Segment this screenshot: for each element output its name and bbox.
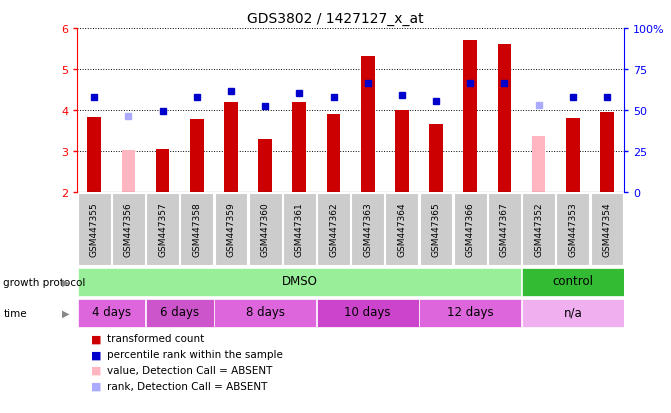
Bar bbox=[78, 194, 111, 265]
Text: GSM447358: GSM447358 bbox=[193, 202, 201, 256]
Text: 8 days: 8 days bbox=[246, 306, 285, 319]
Text: GSM447354: GSM447354 bbox=[603, 202, 611, 256]
Text: GSM447355: GSM447355 bbox=[90, 202, 99, 256]
Bar bbox=[454, 194, 486, 265]
Bar bbox=[249, 194, 282, 265]
Bar bbox=[180, 194, 213, 265]
Bar bbox=[498, 45, 511, 192]
Bar bbox=[293, 103, 306, 192]
Text: value, Detection Call = ABSENT: value, Detection Call = ABSENT bbox=[107, 365, 272, 375]
Text: 10 days: 10 days bbox=[344, 306, 391, 319]
Text: GSM447366: GSM447366 bbox=[466, 202, 474, 256]
Bar bbox=[258, 140, 272, 192]
Bar bbox=[190, 119, 203, 192]
Bar bbox=[385, 194, 418, 265]
Text: ■: ■ bbox=[91, 349, 101, 359]
Bar bbox=[156, 149, 170, 192]
Bar bbox=[419, 194, 452, 265]
Bar bbox=[395, 110, 409, 192]
Text: GSM447352: GSM447352 bbox=[534, 202, 543, 256]
Text: GSM447353: GSM447353 bbox=[568, 202, 577, 256]
Text: ▶: ▶ bbox=[62, 308, 69, 318]
Bar bbox=[488, 194, 521, 265]
Text: ■: ■ bbox=[91, 381, 101, 391]
Bar bbox=[214, 299, 316, 327]
Text: GSM447356: GSM447356 bbox=[124, 202, 133, 256]
Bar bbox=[556, 194, 589, 265]
Text: GSM447357: GSM447357 bbox=[158, 202, 167, 256]
Bar bbox=[590, 194, 623, 265]
Text: time: time bbox=[3, 308, 27, 318]
Text: ■: ■ bbox=[91, 365, 101, 375]
Text: GDS3802 / 1427127_x_at: GDS3802 / 1427127_x_at bbox=[247, 12, 424, 26]
Bar bbox=[429, 125, 443, 192]
Bar bbox=[87, 118, 101, 192]
Bar bbox=[522, 268, 623, 296]
Text: GSM447361: GSM447361 bbox=[295, 202, 304, 256]
Bar bbox=[522, 194, 555, 265]
Text: rank, Detection Call = ABSENT: rank, Detection Call = ABSENT bbox=[107, 381, 268, 391]
Text: control: control bbox=[552, 275, 593, 288]
Bar bbox=[283, 194, 316, 265]
Text: 12 days: 12 days bbox=[447, 306, 494, 319]
Text: GSM447362: GSM447362 bbox=[329, 202, 338, 256]
Bar bbox=[146, 299, 213, 327]
Bar bbox=[78, 299, 145, 327]
Text: 4 days: 4 days bbox=[92, 306, 131, 319]
Text: GSM447363: GSM447363 bbox=[363, 202, 372, 256]
Bar bbox=[327, 114, 340, 192]
Text: 6 days: 6 days bbox=[160, 306, 199, 319]
Text: GSM447360: GSM447360 bbox=[260, 202, 270, 256]
Bar bbox=[361, 57, 374, 192]
Bar bbox=[464, 41, 477, 192]
Text: transformed count: transformed count bbox=[107, 334, 205, 344]
Bar bbox=[522, 299, 623, 327]
Bar bbox=[224, 103, 238, 192]
Text: growth protocol: growth protocol bbox=[3, 277, 86, 287]
Bar bbox=[317, 194, 350, 265]
Bar bbox=[112, 194, 145, 265]
Bar bbox=[352, 194, 384, 265]
Bar bbox=[531, 137, 546, 192]
Bar bbox=[146, 194, 179, 265]
Text: ■: ■ bbox=[91, 334, 101, 344]
Text: GSM447359: GSM447359 bbox=[227, 202, 236, 256]
Bar bbox=[317, 299, 419, 327]
Text: GSM447367: GSM447367 bbox=[500, 202, 509, 256]
Bar bbox=[215, 194, 248, 265]
Text: DMSO: DMSO bbox=[281, 275, 317, 288]
Text: ▶: ▶ bbox=[62, 277, 69, 287]
Bar bbox=[121, 150, 136, 192]
Bar bbox=[78, 268, 521, 296]
Bar bbox=[566, 119, 580, 192]
Bar bbox=[600, 112, 614, 192]
Text: GSM447365: GSM447365 bbox=[431, 202, 441, 256]
Text: percentile rank within the sample: percentile rank within the sample bbox=[107, 349, 283, 359]
Bar bbox=[419, 299, 521, 327]
Text: GSM447364: GSM447364 bbox=[397, 202, 407, 256]
Text: n/a: n/a bbox=[564, 306, 582, 319]
